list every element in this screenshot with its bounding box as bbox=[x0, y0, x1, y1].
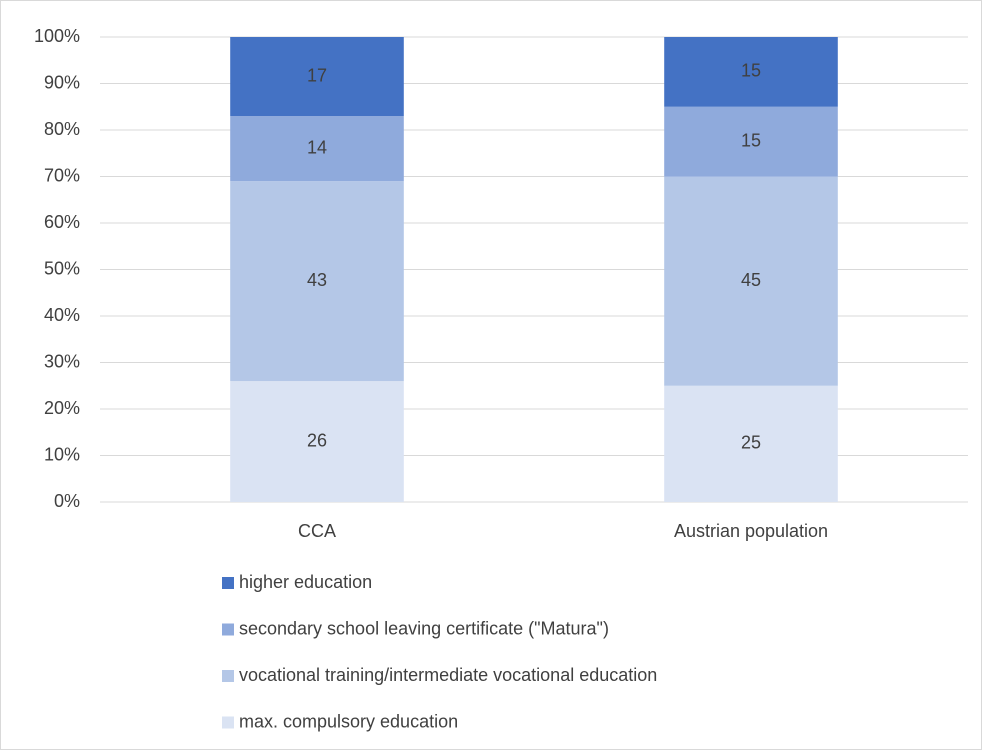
y-tick-label: 20% bbox=[44, 398, 80, 418]
legend-label: vocational training/intermediate vocatio… bbox=[239, 665, 657, 685]
bar-segment bbox=[230, 116, 404, 182]
legend-swatch bbox=[222, 716, 234, 729]
legend-label: max. compulsory education bbox=[239, 711, 458, 731]
bar-segment bbox=[664, 176, 838, 386]
y-tick-label: 10% bbox=[44, 444, 80, 464]
y-tick-label: 80% bbox=[44, 119, 80, 139]
x-tick-label: CCA bbox=[298, 521, 336, 541]
legend-label: secondary school leaving certificate ("M… bbox=[239, 618, 609, 638]
bar-segment bbox=[664, 106, 838, 177]
data-label: 14 bbox=[307, 137, 327, 157]
y-tick-label: 70% bbox=[44, 165, 80, 185]
x-tick-label: Austrian population bbox=[674, 521, 828, 541]
y-tick-label: 30% bbox=[44, 351, 80, 371]
y-tick-label: 40% bbox=[44, 305, 80, 325]
legend-swatch bbox=[222, 577, 234, 589]
bar-segment bbox=[664, 385, 838, 502]
y-tick-label: 90% bbox=[44, 72, 80, 92]
bar-segment bbox=[230, 381, 404, 502]
bar-segment bbox=[664, 37, 838, 107]
data-label: 25 bbox=[741, 433, 761, 453]
data-label: 45 bbox=[741, 270, 761, 290]
legend-swatch bbox=[222, 623, 234, 636]
y-tick-label: 50% bbox=[44, 258, 80, 278]
bar-segment bbox=[230, 181, 404, 382]
data-label: 15 bbox=[741, 61, 761, 81]
y-tick-label: 0% bbox=[54, 491, 80, 511]
data-label: 17 bbox=[307, 65, 327, 85]
y-tick-label: 100% bbox=[34, 26, 80, 46]
data-label: 26 bbox=[307, 430, 327, 450]
bar-segment bbox=[230, 37, 404, 117]
data-label: 15 bbox=[741, 130, 761, 150]
legend-swatch bbox=[222, 670, 234, 682]
legend-label: higher education bbox=[239, 572, 372, 592]
y-tick-label: 60% bbox=[44, 212, 80, 232]
data-label: 43 bbox=[307, 270, 327, 290]
